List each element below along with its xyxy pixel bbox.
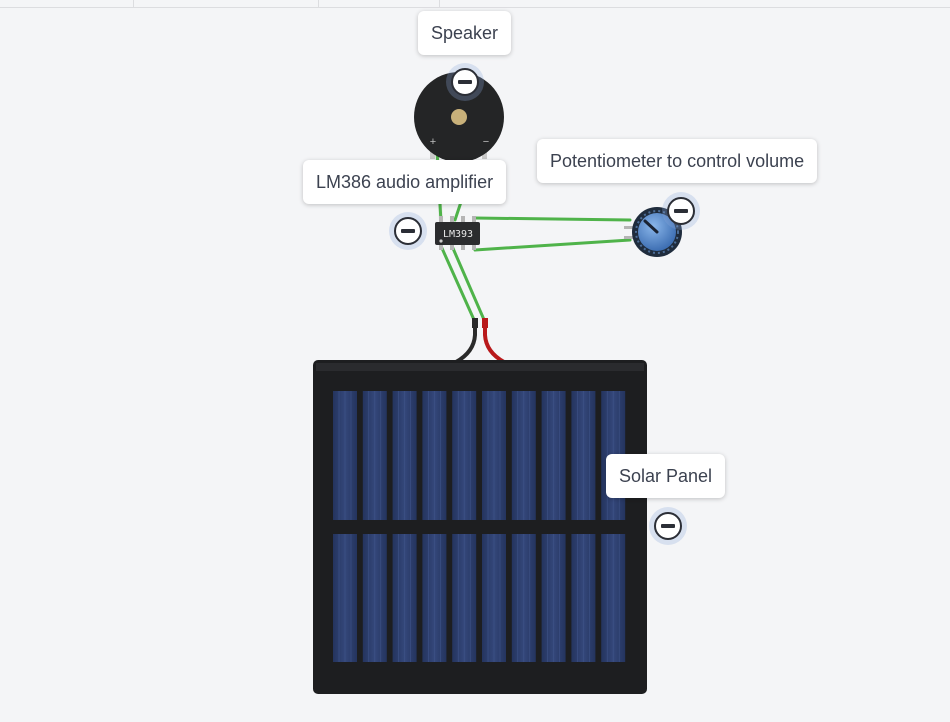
minus-circle-icon[interactable] (654, 512, 682, 540)
note-amplifier[interactable]: LM386 audio amplifier (303, 160, 507, 204)
toolbar-segment (319, 0, 440, 7)
note-solar-panel[interactable]: Solar Panel (606, 454, 726, 498)
solar-cells (333, 391, 626, 662)
toolbar-segment (134, 0, 319, 7)
minus-circle-icon[interactable] (667, 197, 695, 225)
speaker[interactable]: + − (414, 72, 504, 162)
note-potentiometer[interactable]: Potentiometer to control volume (537, 139, 818, 183)
speaker-minus-label: − (483, 136, 489, 148)
toolbar-segment (0, 0, 134, 7)
minus-circle-icon[interactable] (394, 217, 422, 245)
speaker-plus-label: + (430, 136, 436, 148)
chip-label: LM393 (443, 229, 473, 240)
note-speaker[interactable]: Speaker (418, 11, 512, 55)
solar-panel[interactable] (313, 360, 647, 694)
amplifier-chip[interactable]: LM393 (435, 216, 480, 250)
top-toolbar-strip (0, 0, 950, 8)
solar-leads[interactable] (454, 318, 506, 364)
minus-circle-icon[interactable] (451, 68, 479, 96)
